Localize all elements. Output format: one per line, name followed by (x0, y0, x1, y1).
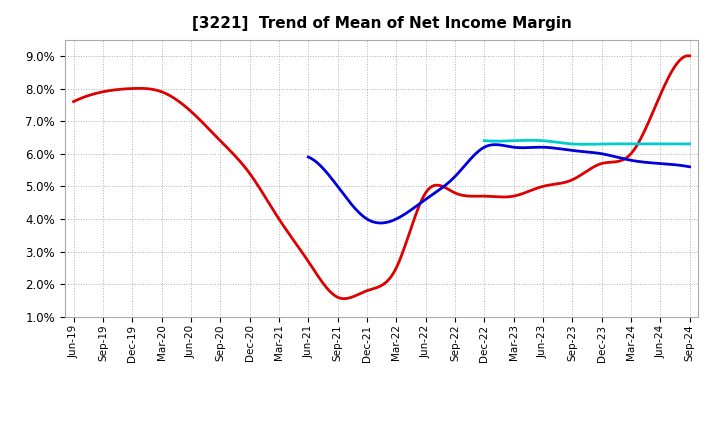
3 Years (630, 147, 639, 153)
5 Years (305, 155, 314, 160)
7 Years (579, 142, 588, 147)
5 Years (534, 145, 542, 150)
7 Years (607, 141, 616, 147)
5 Years (652, 161, 661, 166)
7 Years (685, 141, 694, 147)
Line: 7 Years: 7 Years (485, 140, 690, 144)
5 Years (492, 142, 500, 147)
Line: 5 Years: 5 Years (308, 145, 690, 223)
3 Years (438, 183, 446, 189)
5 Years (304, 154, 312, 160)
Line: 3 Years: 3 Years (73, 56, 690, 299)
7 Years (481, 138, 490, 143)
7 Years (603, 141, 611, 147)
7 Years (654, 141, 663, 147)
3 Years (339, 296, 348, 301)
7 Years (603, 141, 612, 147)
7 Years (667, 141, 676, 147)
3 Years (71, 98, 80, 103)
3 Years (449, 189, 457, 194)
7 Years (526, 138, 534, 143)
3 Years (590, 164, 599, 169)
5 Years (685, 164, 694, 169)
5 Years (540, 145, 549, 150)
7 Years (480, 138, 489, 143)
3 Years (69, 99, 78, 104)
3 Years (683, 53, 692, 59)
Title: [3221]  Trend of Mean of Net Income Margin: [3221] Trend of Mean of Net Income Margi… (192, 16, 572, 32)
5 Years (532, 145, 541, 150)
3 Years (436, 183, 445, 188)
5 Years (628, 158, 636, 163)
5 Years (377, 220, 385, 226)
3 Years (685, 53, 694, 59)
